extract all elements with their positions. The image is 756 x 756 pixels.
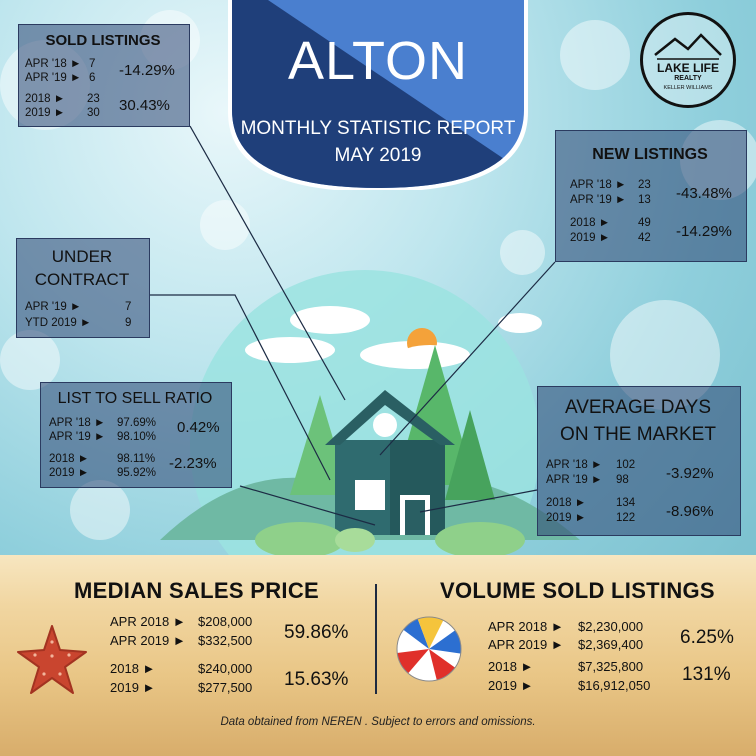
median-row-value: $332,500 — [198, 633, 253, 648]
volume-pct-year: 131% — [682, 664, 731, 685]
new-row-label: 2019 ► — [570, 232, 611, 244]
sold-pct-year: 30.43% — [119, 97, 170, 114]
under-contract-row-value: 7 — [125, 301, 132, 313]
median-pct-month: 59.86% — [284, 622, 349, 643]
lake-life-realty-logo: LAKE LIFE REALTY KELLER WILLIAMS — [640, 12, 736, 108]
ratio-row-label: 2018 ► — [49, 453, 90, 465]
new-pct-year: -14.29% — [676, 223, 732, 240]
days-row-value: 102 — [616, 459, 636, 471]
sold-row-value: 30 — [87, 107, 100, 119]
ratio-pct-month: 0.42% — [177, 419, 220, 436]
ratio-row-value: 98.11% — [117, 453, 156, 465]
city-title: ALTON — [287, 31, 469, 91]
new-row-label: 2018 ► — [570, 217, 611, 229]
new-row-label: APR '19 ► — [570, 194, 627, 206]
ratio-row-label: APR '18 ► — [49, 417, 106, 429]
under-contract-box: UNDER CONTRACT APR '19 ► 7 YTD 2019 ► 9 — [16, 238, 150, 338]
sold-row-value: 23 — [87, 93, 100, 105]
volume-row-label: 2018 ► — [488, 659, 534, 674]
report-title: MONTHLY STATISTIC REPORT — [240, 118, 516, 139]
volume-row-label: APR 2019 ► — [488, 637, 564, 652]
beach-ball-icon — [396, 616, 462, 682]
sold-row-label: 2018 ► — [25, 93, 66, 105]
sold-row-value: 6 — [89, 72, 96, 84]
median-row-label: 2018 ► — [110, 661, 156, 676]
under-contract-row-value: 9 — [125, 317, 132, 329]
under-contract-row-label: YTD 2019 ► — [25, 317, 92, 329]
average-days-box: AVERAGE DAYS ON THE MARKET APR '18 ► 102… — [537, 386, 741, 536]
ratio-row-value: 95.92% — [117, 467, 157, 479]
days-pct-month: -3.92% — [666, 465, 714, 482]
median-row-value: $240,000 — [198, 661, 253, 676]
under-contract-title-line2: CONTRACT — [34, 270, 130, 289]
median-row-label: APR 2018 ► — [110, 614, 186, 629]
logo-line1: LAKE LIFE — [657, 61, 719, 75]
ratio-row-value: 98.10% — [117, 431, 157, 443]
under-contract-row-label: APR '19 ► — [25, 301, 82, 313]
sold-pct-month: -14.29% — [119, 62, 175, 79]
ratio-row-label: 2019 ► — [49, 467, 90, 479]
mountain-icon — [654, 33, 722, 60]
new-listings-title: NEW LISTINGS — [592, 146, 708, 163]
median-row-label: APR 2019 ► — [110, 633, 186, 648]
ratio-row-value: 97.69% — [117, 417, 157, 429]
days-row-value: 134 — [616, 497, 636, 509]
report-date: MAY 2019 — [334, 145, 422, 166]
new-row-label: APR '18 ► — [570, 179, 627, 191]
volume-row-value: $16,912,050 — [578, 678, 651, 693]
sold-row-label: APR '19 ► — [25, 72, 82, 84]
section-divider — [375, 584, 377, 694]
average-days-title-line1: AVERAGE DAYS — [564, 397, 712, 418]
sold-row-value: 7 — [89, 58, 96, 70]
title-banner — [228, 0, 528, 190]
ratio-pct-year: -2.23% — [169, 455, 217, 472]
sold-row-label: APR '18 ► — [25, 58, 82, 70]
under-contract-title-line1: UNDER — [51, 247, 113, 266]
average-days-title-line2: ON THE MARKET — [560, 424, 716, 445]
days-row-label: APR '19 ► — [546, 474, 603, 486]
median-row-label: 2019 ► — [110, 680, 156, 695]
sold-listings-box: SOLD LISTINGS APR '18 ► 7 APR '19 ► 6 -1… — [18, 24, 190, 127]
volume-row-label: APR 2018 ► — [488, 619, 564, 634]
new-row-value: 13 — [638, 194, 651, 206]
new-row-value: 42 — [638, 232, 651, 244]
new-listings-box: NEW LISTINGS APR '18 ► 23 APR '19 ► 13 -… — [555, 130, 747, 262]
volume-sold-title: VOLUME SOLD LISTINGS — [440, 578, 715, 603]
median-pct-year: 15.63% — [284, 669, 349, 690]
ratio-row-label: APR '19 ► — [49, 431, 106, 443]
list-to-sell-title: LIST TO SELL RATIO — [57, 390, 213, 407]
volume-row-value: $7,325,800 — [578, 659, 644, 674]
volume-row-value: $2,230,000 — [578, 619, 644, 634]
disclaimer: Data obtained from NEREN . Subject to er… — [220, 716, 536, 728]
volume-row-label: 2019 ► — [488, 678, 534, 693]
starfish-icon — [17, 625, 87, 694]
sand-background — [0, 555, 756, 756]
list-to-sell-ratio-box: LIST TO SELL RATIO APR '18 ► 97.69% APR … — [40, 382, 232, 488]
volume-row-value: $2,369,400 — [578, 637, 644, 652]
sold-row-label: 2019 ► — [25, 107, 66, 119]
median-row-value: $208,000 — [198, 614, 253, 629]
days-row-value: 98 — [616, 474, 629, 486]
median-row-value: $277,500 — [198, 680, 253, 695]
new-pct-month: -43.48% — [676, 185, 732, 202]
new-row-value: 23 — [638, 179, 651, 191]
new-row-value: 49 — [638, 217, 651, 229]
volume-pct-month: 6.25% — [680, 627, 734, 648]
days-row-value: 122 — [616, 512, 636, 524]
days-row-label: 2018 ► — [546, 497, 587, 509]
days-pct-year: -8.96% — [666, 503, 714, 520]
days-row-label: 2019 ► — [546, 512, 587, 524]
median-sales-price-title: MEDIAN SALES PRICE — [74, 578, 319, 603]
days-row-label: APR '18 ► — [546, 459, 603, 471]
sold-listings-title: SOLD LISTINGS — [45, 32, 161, 49]
connector-lines — [150, 125, 556, 526]
logo-line3: KELLER WILLIAMS — [663, 85, 713, 91]
logo-line2: REALTY — [674, 75, 702, 82]
